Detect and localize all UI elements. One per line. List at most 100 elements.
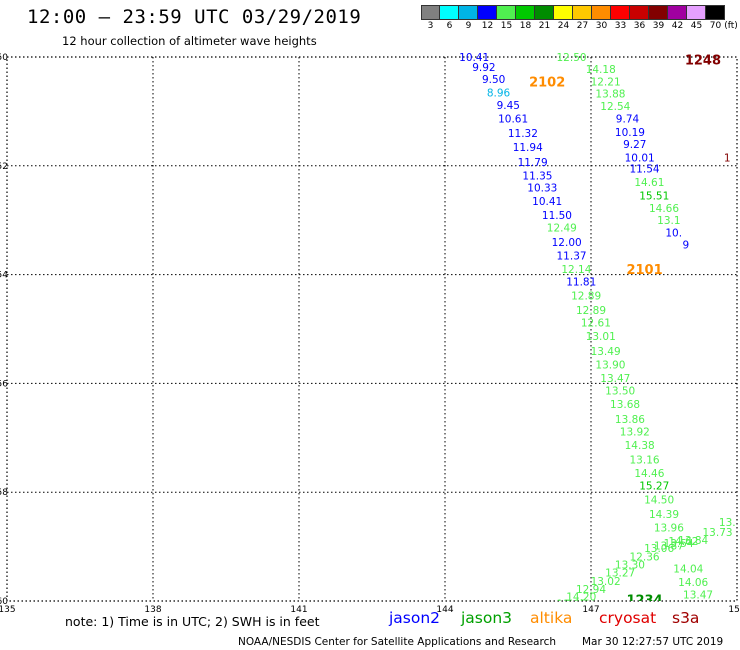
legend-swatch-27 — [573, 5, 592, 20]
wave-height-value: 11.79 — [518, 157, 548, 169]
wave-height-value: 13.49 — [591, 346, 621, 358]
wave-height-value: 14.61 — [634, 177, 664, 189]
wave-height-value: 13.88 — [595, 88, 625, 100]
legend-swatch-30 — [592, 5, 611, 20]
legend-label-18: 18 — [519, 21, 532, 31]
latitude-label: -58 — [0, 488, 8, 498]
wave-height-value: 14.18 — [586, 64, 616, 76]
legend-swatch-36 — [630, 5, 649, 20]
latitude-label: -50 — [0, 53, 8, 63]
wave-height-value: 13.54 — [664, 538, 694, 550]
legend-label-21: 21 — [538, 21, 551, 31]
wave-height-value: 14.38 — [625, 440, 655, 452]
footer-timestamp: Mar 30 12:27:57 UTC 2019 — [582, 636, 724, 648]
wave-height-value: 11.81 — [566, 277, 596, 289]
legend-swatch-15 — [497, 5, 516, 20]
longitude-label: 150 — [728, 605, 740, 615]
wave-height-value: 13.73 — [703, 527, 733, 539]
wave-height-value: 1 — [724, 153, 731, 165]
wave-height-value: 12.50 — [557, 52, 587, 64]
wave-height-value: 13.06 — [644, 543, 674, 555]
wave-height-value: 9.45 — [497, 100, 520, 112]
legend-swatch-42 — [668, 5, 687, 20]
legend-label-24: 24 — [557, 21, 570, 31]
track-layer: 10.419.929.508.969.4510.6111.3211.9411.7… — [459, 52, 735, 604]
wave-height-value: 15.27 — [639, 481, 669, 493]
legend-swatch-18 — [516, 5, 535, 20]
wave-height-value: 13.30 — [615, 560, 645, 572]
wave-height-value: 12.89 — [576, 305, 606, 317]
legend-label-70: 70 — [709, 21, 722, 31]
wave-height-value: 15.51 — [639, 191, 669, 203]
legend-label-15: 15 — [500, 21, 513, 31]
longitude-label: 138 — [144, 605, 161, 615]
wave-height-value: 9.50 — [482, 74, 505, 86]
wave-height-value: 11.54 — [630, 164, 660, 176]
legend-label-30: 30 — [595, 21, 608, 31]
legend-label-42: 42 — [671, 21, 684, 31]
page-subtitle: 12 hour collection of altimeter wave hei… — [62, 34, 317, 48]
wave-height-value: 10. — [665, 228, 682, 240]
latitude-label: -52 — [0, 162, 8, 172]
legend-swatch-21 — [535, 5, 554, 20]
wave-height-value: 12.00 — [552, 237, 582, 249]
latitude-label: -54 — [0, 271, 8, 281]
legend-label-12: 12 — [481, 21, 494, 31]
wave-height-value: 13.27 — [605, 568, 635, 580]
wave-height-value: 13.87 — [654, 541, 684, 553]
mission-label-altika: altika — [530, 609, 573, 627]
legend-label-3: 3 — [427, 21, 434, 31]
wave-height-value: 14.66 — [649, 203, 679, 215]
legend-label-9: 9 — [465, 21, 472, 31]
wave-height-value: 13.50 — [605, 385, 635, 397]
wave-height-value: 9.92 — [472, 62, 495, 74]
wave-height-value: 13.92 — [620, 426, 650, 438]
wave-height-value: 13.68 — [610, 399, 640, 411]
wave-height-value: 10.01 — [625, 153, 655, 165]
wave-height-value: 11.35 — [522, 171, 552, 183]
wave-height-value: 11.94 — [513, 142, 543, 154]
legend-label-6: 6 — [446, 21, 453, 31]
legend-swatch-3 — [421, 5, 440, 20]
wave-height-value: 13.47 — [683, 589, 713, 601]
pass-time-label: 2101 — [626, 263, 662, 278]
wave-height-value: 10.61 — [498, 113, 528, 125]
latitude-label: -56 — [0, 379, 8, 389]
wave-height-value: 14.62 — [668, 536, 698, 548]
wave-height-value: 14.50 — [644, 494, 674, 506]
legend-swatch-39 — [649, 5, 668, 20]
legend-label-33: 33 — [614, 21, 627, 31]
legend-swatch-6 — [440, 5, 459, 20]
wave-height-value: 14.20 — [566, 592, 596, 604]
mission-label-s3a: s3a — [672, 609, 700, 627]
wave-height-value: 13.01 — [586, 331, 616, 343]
wave-height-value: 9.27 — [623, 139, 646, 151]
legend-label-36: 36 — [633, 21, 646, 31]
wave-height-value: 9 — [683, 240, 690, 252]
color-legend — [421, 5, 725, 20]
wave-height-value: 13.90 — [595, 359, 625, 371]
wave-height-value: 13.47 — [600, 373, 630, 385]
color-legend-labels: 3 6 9 12 15 18 21 24 27 30 33 36 39 42 45 70 (ft) — [421, 21, 740, 33]
page-title: 12:00 – 23:59 UTC 03/29/2019 — [27, 6, 362, 28]
longitude-label: 135 — [0, 605, 16, 615]
wave-height-value: 11.50 — [542, 210, 572, 222]
wave-height-value: 13.1 — [657, 215, 680, 227]
map-frame — [6, 56, 738, 602]
wave-height-value: 12.21 — [591, 76, 621, 88]
legend-swatch-24 — [554, 5, 573, 20]
wave-height-value: 14.04 — [673, 563, 703, 575]
pass-time-label: 2102 — [529, 75, 565, 90]
legend-label-45: 45 — [690, 21, 703, 31]
legend-swatch-45 — [687, 5, 706, 20]
mission-label-cryosat: cryosat — [599, 609, 657, 627]
wave-height-value: 14.46 — [634, 468, 664, 480]
wave-height-value: 10.33 — [527, 183, 557, 195]
legend-label-39: 39 — [652, 21, 665, 31]
wave-height-value: 13.16 — [630, 455, 660, 467]
wave-height-value: 11.32 — [508, 128, 538, 140]
legend-label-27: 27 — [576, 21, 589, 31]
wave-height-value: 12.36 — [630, 551, 660, 563]
wave-height-value: 12.89 — [571, 290, 601, 302]
legend-swatch-9 — [459, 5, 478, 20]
